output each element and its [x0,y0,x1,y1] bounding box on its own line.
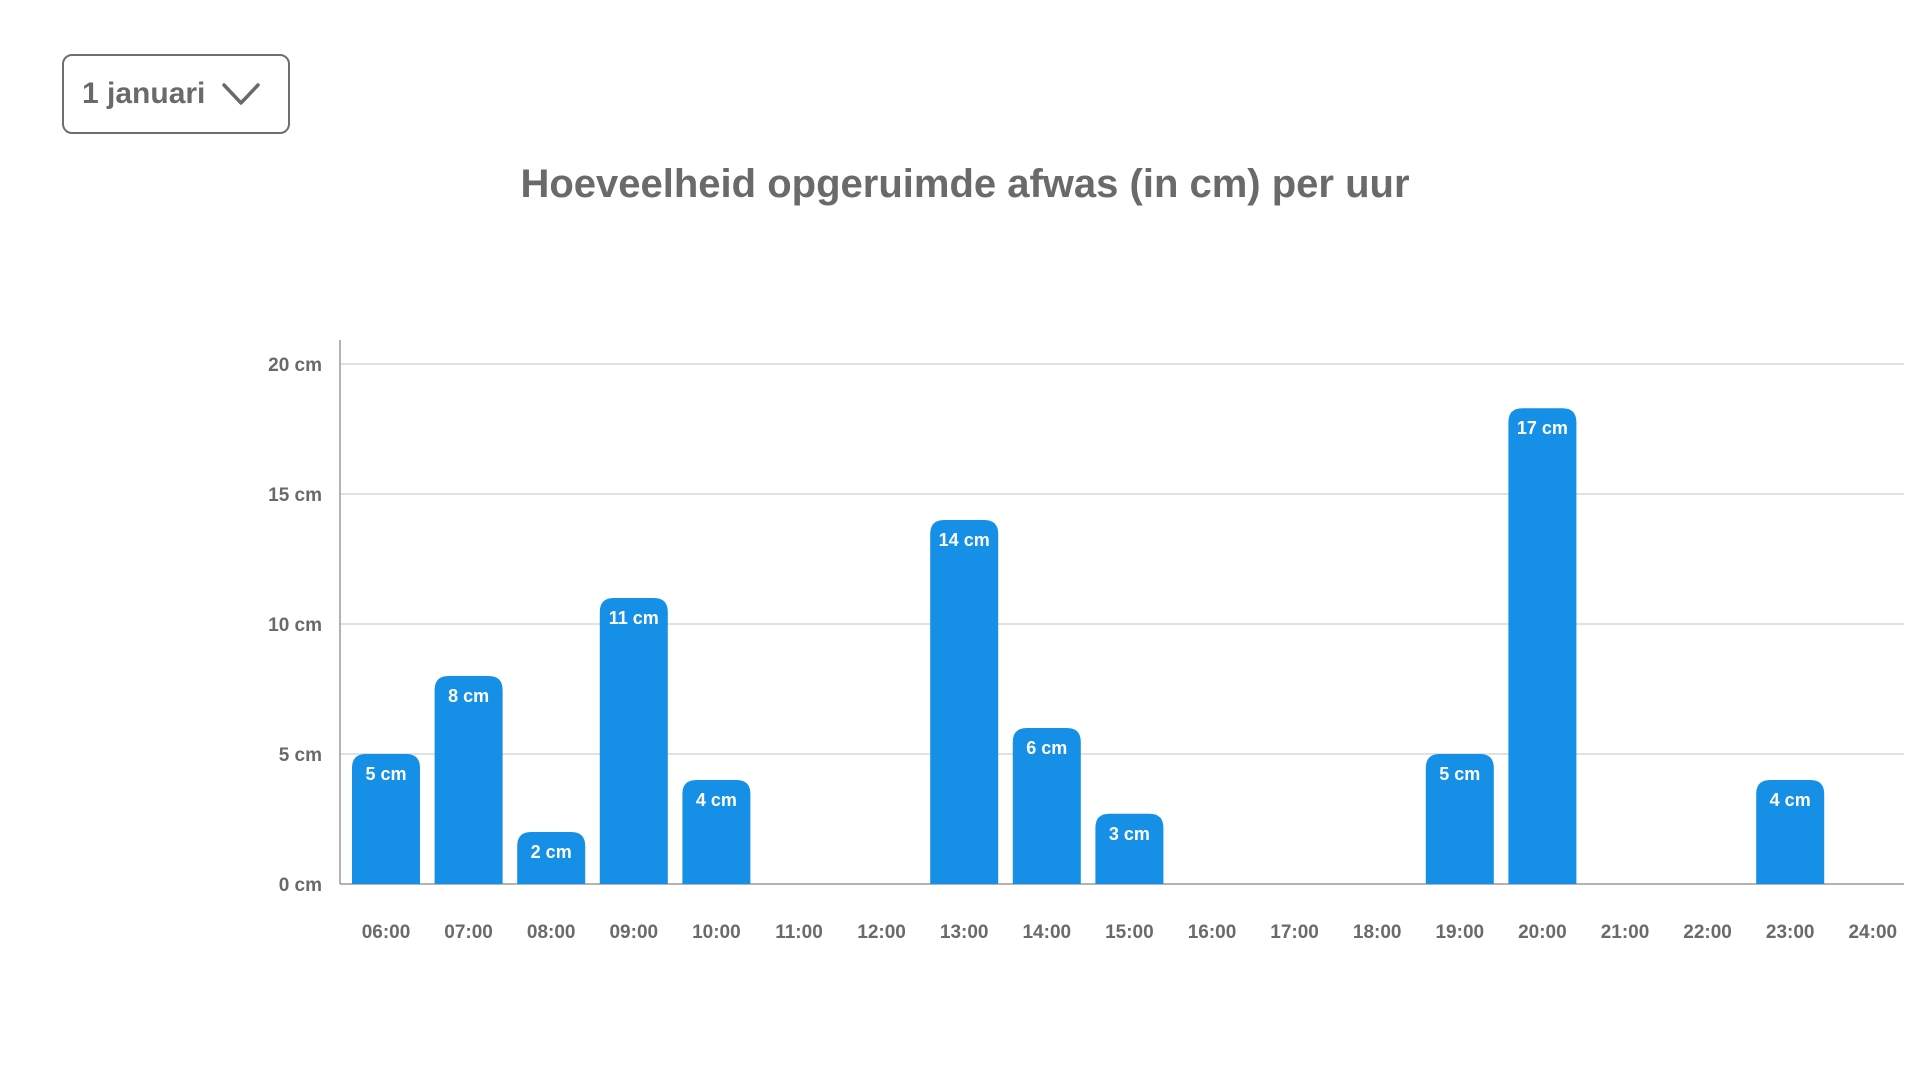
x-tick-label: 24:00 [1848,922,1897,943]
chevron-down-icon [222,83,261,105]
date-dropdown[interactable]: 1 januari [62,54,290,134]
bar-data-label: 3 cm [1109,824,1150,844]
x-tick-label: 23:00 [1766,922,1815,943]
x-tick-label: 06:00 [362,922,411,943]
x-tick-label: 08:00 [527,922,576,943]
bar [1425,754,1494,884]
x-tick-label: 10:00 [692,922,741,943]
bar [517,832,586,884]
x-tick-label: 12:00 [857,922,906,943]
bar [352,754,420,884]
x-tick-label: 13:00 [940,922,989,943]
bar [434,676,503,884]
bar-data-label: 2 cm [531,842,572,862]
bar-data-label: 17 cm [1517,418,1568,438]
x-tick-label: 11:00 [775,922,823,943]
y-tick-label: 0 cm [279,875,322,896]
chart-title: Hoeveelheid opgeruimde afwas (in cm) per… [520,162,1410,206]
bar-data-label: 6 cm [1026,738,1067,758]
date-dropdown-value: 1 januari [82,77,206,110]
bar [1508,408,1577,884]
bar [930,520,999,884]
x-tick-label: 14:00 [1022,922,1071,943]
x-tick-label: 18:00 [1353,922,1402,943]
x-tick-label: 15:00 [1105,922,1154,943]
x-tick-label: 19:00 [1435,922,1484,943]
y-tick-label: 5 cm [279,745,322,766]
bar [1012,728,1081,884]
y-tick-label: 15 cm [268,485,322,506]
x-tick-label: 20:00 [1518,922,1567,943]
bar [682,780,751,884]
x-tick-label: 22:00 [1683,922,1732,943]
bar [599,598,668,884]
bar-data-label: 4 cm [696,790,737,810]
bar-data-label: 5 cm [1439,764,1480,784]
x-tick-label: 17:00 [1270,922,1319,943]
bar [1756,780,1825,884]
bar [1095,813,1164,884]
x-tick-label: 21:00 [1601,922,1650,943]
y-tick-label: 20 cm [268,355,322,376]
y-tick-label: 10 cm [268,615,322,636]
x-tick-label: 09:00 [609,922,658,943]
bar-data-label: 5 cm [365,764,406,784]
bar-data-label: 4 cm [1770,790,1811,810]
x-tick-label: 16:00 [1188,922,1237,943]
x-tick-label: 07:00 [444,922,493,943]
bar-data-label: 14 cm [939,530,990,550]
bar-data-label: 8 cm [448,686,489,706]
bar-data-label: 11 cm [609,608,659,628]
